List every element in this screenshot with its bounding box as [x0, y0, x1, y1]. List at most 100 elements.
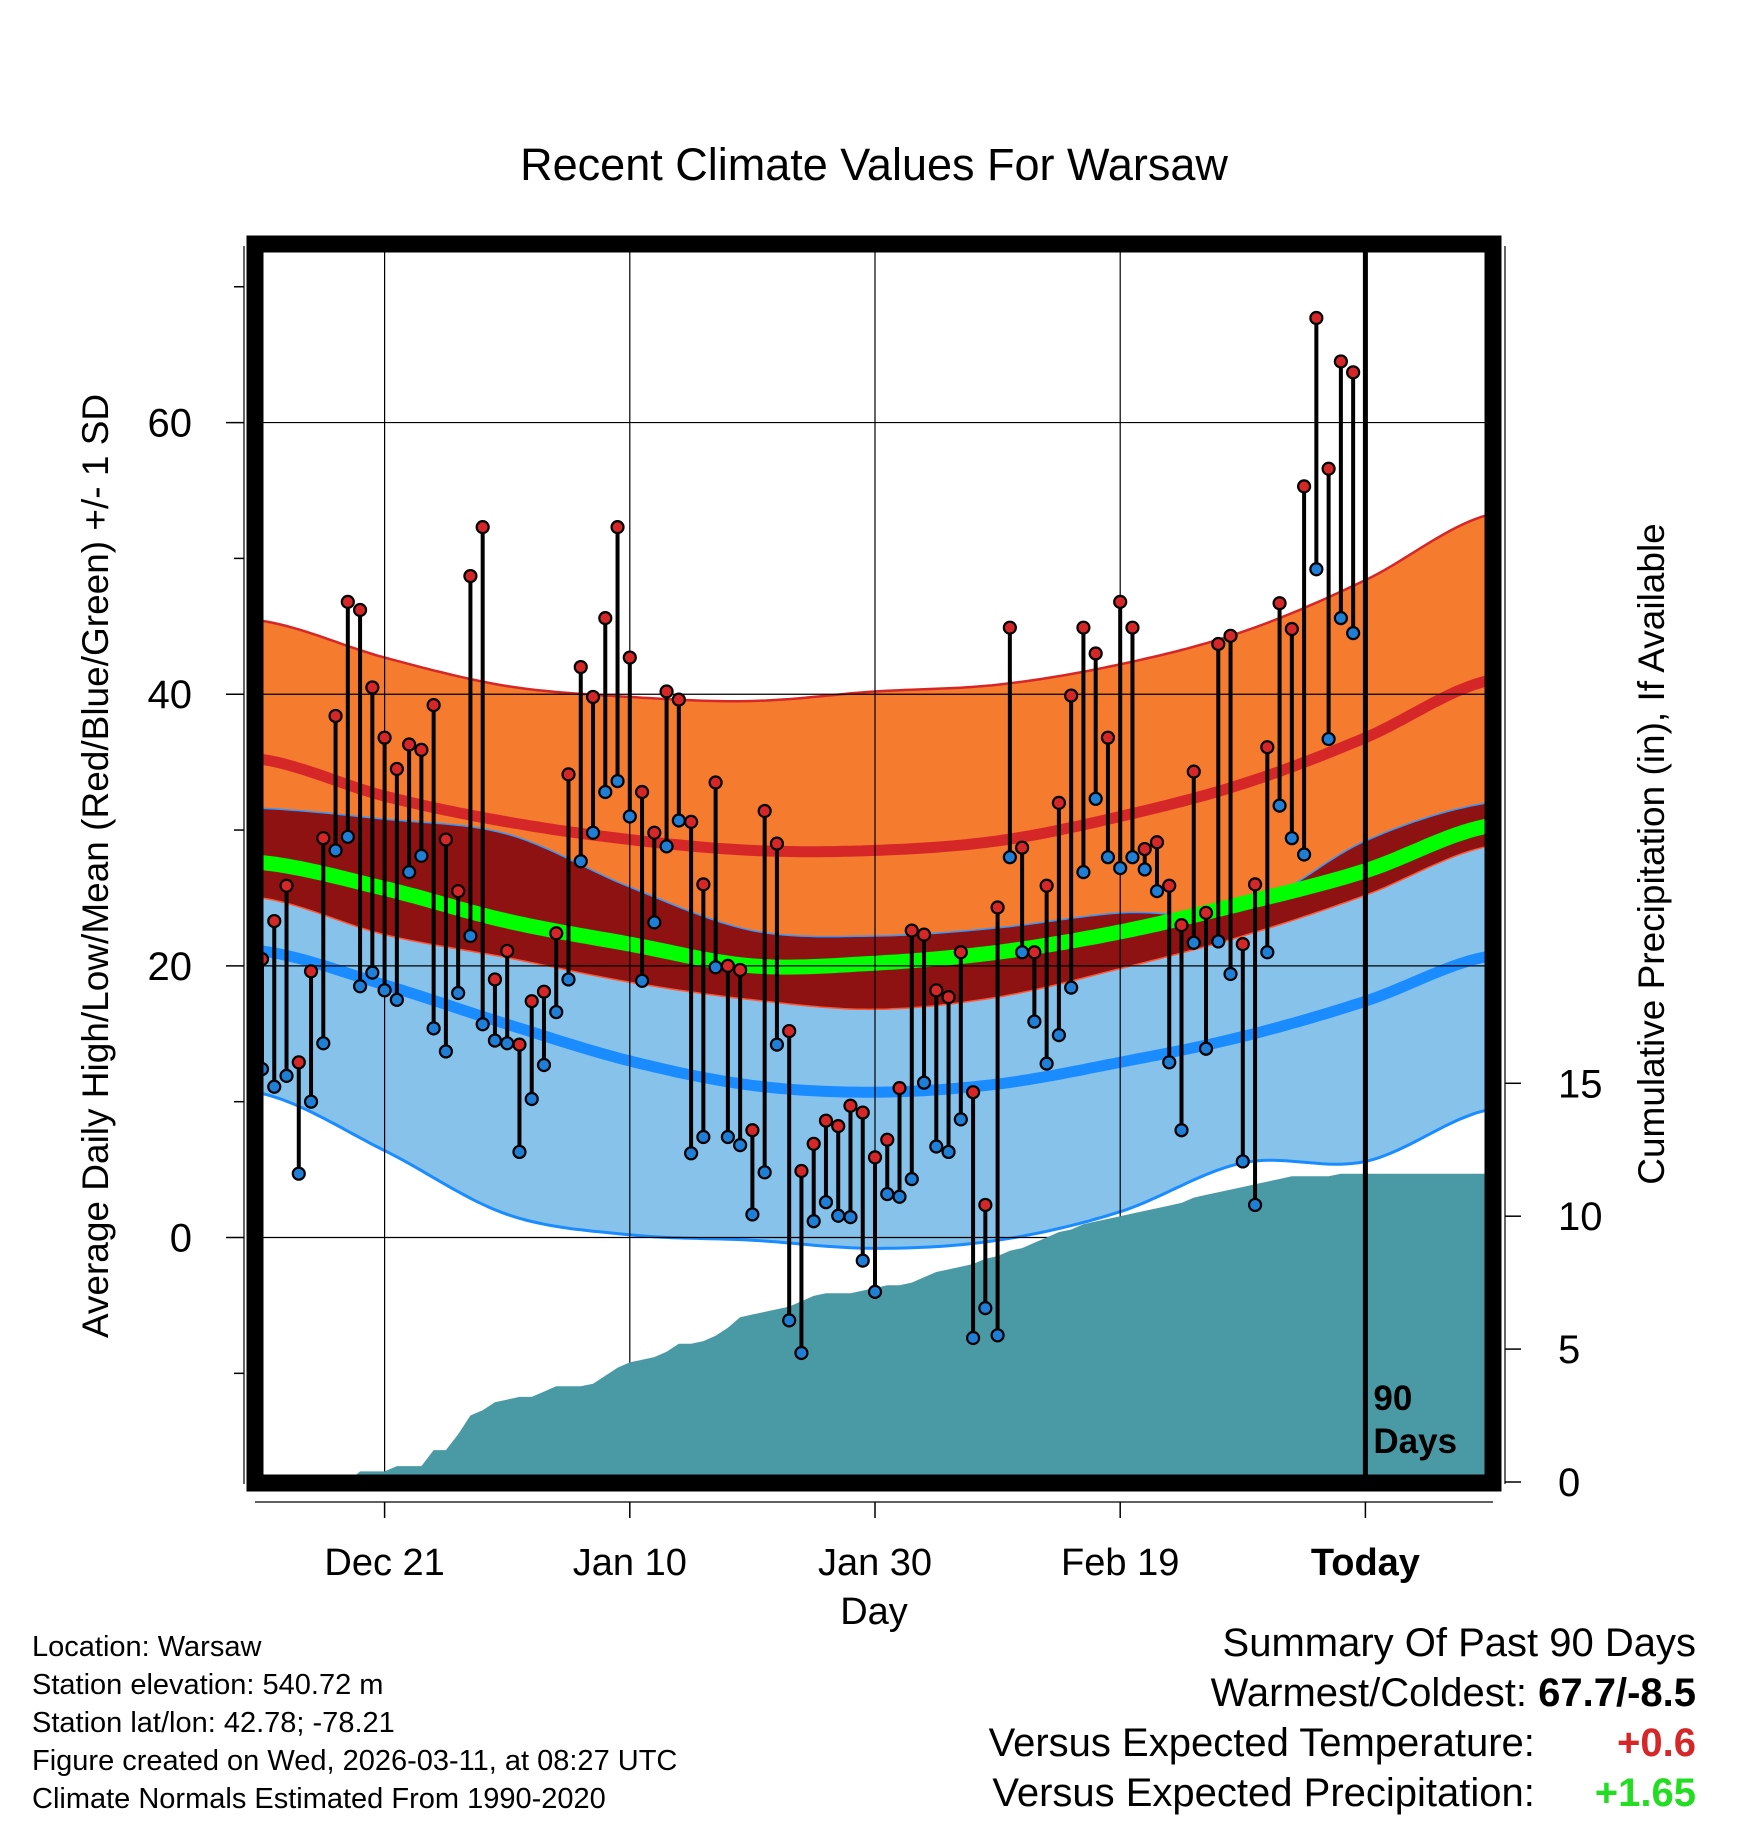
- today-label-number: 90: [1373, 1379, 1412, 1418]
- daily-low-point: [352, 979, 368, 994]
- daily-low-point: [867, 1284, 883, 1299]
- daily-low-point: [1039, 1056, 1054, 1071]
- daily-high-point: [1198, 905, 1214, 920]
- daily-high-point: [414, 742, 429, 758]
- daily-high-point: [1309, 310, 1324, 326]
- daily-high-point: [316, 831, 331, 846]
- daily-high-point: [708, 775, 723, 790]
- daily-low-point: [708, 960, 723, 975]
- daily-low-point: [426, 1021, 441, 1036]
- daily-low-point: [1088, 791, 1103, 806]
- daily-low-point: [1346, 625, 1361, 641]
- daily-low-point: [1321, 731, 1336, 747]
- warm-cold-value: 67.7/-8.5: [1538, 1671, 1696, 1715]
- daily-high-point: [512, 1037, 527, 1052]
- daily-high-point: [720, 958, 735, 973]
- daily-high-point: [1088, 646, 1103, 661]
- daily-high-point: [769, 836, 785, 851]
- daily-high-point: [1247, 877, 1263, 892]
- daily-high-point: [1100, 730, 1116, 745]
- daily-low-point: [941, 1144, 956, 1160]
- daily-low-point: [1002, 850, 1017, 865]
- daily-low-point: [303, 1094, 319, 1109]
- daily-high-point: [683, 814, 699, 829]
- x-tick-label: Dec 21: [324, 1542, 444, 1584]
- daily-low-point: [536, 1057, 552, 1073]
- daily-high-point: [1039, 878, 1054, 893]
- daily-high-point: [794, 1163, 809, 1179]
- daily-high-point: [1260, 740, 1275, 755]
- daily-high-point: [402, 737, 417, 752]
- daily-low-point: [1076, 865, 1091, 880]
- daily-high-point: [463, 568, 478, 584]
- summary-temp: Versus Expected Temperature: +0.6: [989, 1718, 1696, 1768]
- daily-high-point: [438, 832, 453, 847]
- daily-high-point: [892, 1081, 907, 1096]
- daily-low-point: [1333, 611, 1348, 626]
- x-tick-label: Today: [1311, 1542, 1420, 1584]
- daily-high-point: [1027, 945, 1042, 960]
- daily-high-point: [549, 926, 564, 941]
- daily-low-point: [904, 1172, 919, 1187]
- daily-low-point: [659, 839, 674, 854]
- daily-low-point: [1015, 945, 1030, 960]
- y-tick-label: 40: [148, 673, 193, 717]
- cumulative-precip-area: [262, 1173, 1488, 1482]
- daily-low-point: [733, 1138, 748, 1153]
- daily-high-point: [1174, 918, 1189, 933]
- daily-high-point: [279, 878, 294, 893]
- daily-high-point: [487, 972, 503, 987]
- daily-high-point: [340, 594, 355, 609]
- daily-high-point: [634, 784, 650, 800]
- daily-low-point: [1051, 1028, 1067, 1043]
- summary-warm-cold: Warmest/Coldest: 67.7/-8.5: [989, 1668, 1696, 1718]
- daily-high-point: [365, 680, 380, 695]
- daily-high-point: [867, 1150, 883, 1165]
- y-tick-label: 0: [170, 1217, 192, 1261]
- precip-label: Versus Expected Precipitation:: [992, 1771, 1535, 1815]
- daily-low-point: [990, 1328, 1005, 1343]
- daily-low-point: [1064, 980, 1079, 995]
- daily-high-point: [1125, 620, 1140, 635]
- daily-high-point: [451, 884, 466, 899]
- daily-high-point: [745, 1123, 760, 1138]
- daily-low-point: [328, 843, 343, 858]
- daily-low-point: [929, 1139, 944, 1154]
- daily-high-point: [782, 1023, 797, 1039]
- daily-low-point: [451, 985, 466, 1001]
- daily-low-point: [622, 809, 637, 824]
- latlon-text: Station lat/lon: 42.78; -78.21: [32, 1707, 395, 1739]
- daily-high-point: [990, 900, 1005, 915]
- daily-low-point: [512, 1144, 527, 1160]
- summary-panel: Summary Of Past 90 Days Warmest/Coldest:…: [989, 1618, 1696, 1818]
- daily-low-point: [647, 915, 662, 930]
- daily-high-point: [303, 964, 319, 979]
- daily-low-point: [291, 1166, 306, 1181]
- daily-low-point: [1149, 884, 1165, 899]
- daily-low-point: [978, 1301, 993, 1316]
- daily-high-point: [1211, 636, 1226, 652]
- daily-low-point: [953, 1112, 968, 1127]
- daily-low-point: [892, 1189, 907, 1204]
- daily-low-point: [1186, 935, 1201, 950]
- summary-precip: Versus Expected Precipitation: +1.65: [989, 1768, 1696, 1818]
- daily-high-point: [561, 767, 576, 782]
- temp-label: Versus Expected Temperature:: [988, 1721, 1535, 1765]
- daily-low-point: [916, 1075, 932, 1090]
- daily-low-point: [806, 1214, 821, 1229]
- daily-high-point: [1235, 937, 1250, 952]
- daily-low-point: [1309, 562, 1324, 577]
- daily-low-point: [671, 813, 686, 828]
- location-text: Location: Warsaw: [32, 1631, 262, 1663]
- daily-low-point: [1027, 1014, 1042, 1029]
- daily-high-point: [929, 983, 944, 998]
- daily-low-point: [1260, 945, 1275, 960]
- daily-low-point: [769, 1037, 785, 1052]
- daily-high-point: [291, 1055, 306, 1070]
- daily-low-point: [855, 1253, 870, 1268]
- daily-high-point: [1149, 835, 1165, 850]
- x-tick-label: Jan 30: [818, 1542, 932, 1584]
- daily-low-point: [634, 973, 650, 988]
- daily-low-point: [438, 1044, 453, 1059]
- daily-high-point: [1186, 764, 1201, 779]
